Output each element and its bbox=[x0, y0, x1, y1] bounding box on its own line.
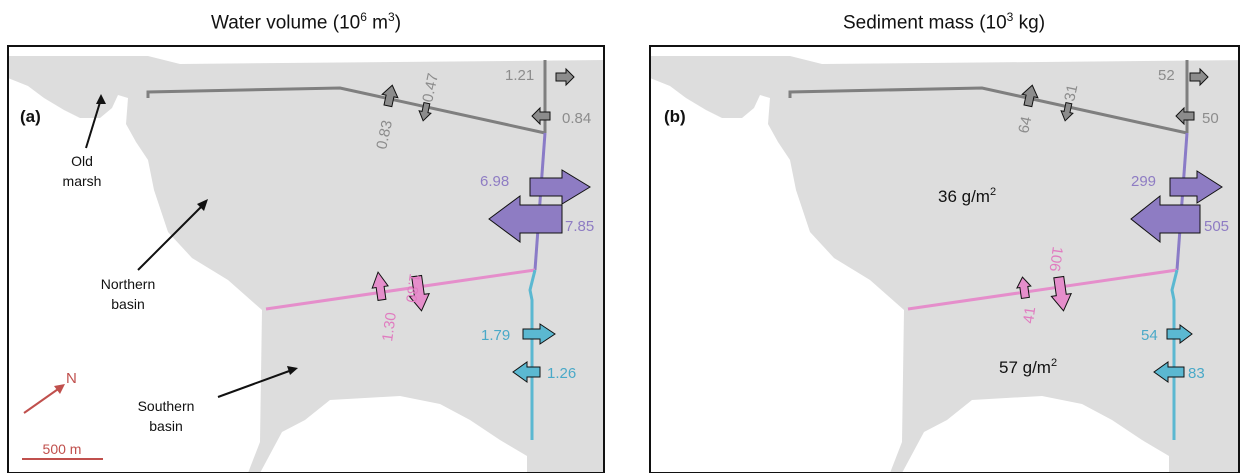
gray-west-label: 0.83 bbox=[373, 119, 396, 151]
blue-out-label: 54 bbox=[1141, 327, 1158, 344]
land-area bbox=[650, 56, 1239, 473]
purple-transect bbox=[1175, 132, 1189, 271]
gray-out-top-arrow bbox=[555, 67, 575, 87]
blue-out-arrow bbox=[1166, 324, 1193, 344]
pink-south-arrow bbox=[408, 274, 431, 312]
land-area bbox=[8, 56, 604, 473]
north-arrow-head-icon bbox=[54, 384, 65, 394]
gray-transect bbox=[146, 86, 546, 135]
north-label: N bbox=[66, 370, 77, 387]
gray-in-top-arrow bbox=[531, 106, 551, 126]
northern-basin-label-line2: basin bbox=[111, 296, 144, 312]
purple-out-arrow bbox=[529, 169, 591, 205]
blue-in-arrow bbox=[512, 361, 541, 383]
old-marsh-label-line2: marsh bbox=[63, 173, 102, 189]
gray-east-label: 31 bbox=[1061, 83, 1081, 103]
southern-basin-label-line2: basin bbox=[149, 418, 182, 434]
blue-in-label: 1.26 bbox=[547, 365, 576, 382]
panel-b-label: (b) bbox=[664, 107, 686, 126]
gray-east-arrow bbox=[418, 101, 432, 122]
panel-b-frame bbox=[649, 45, 1240, 473]
pink-transect bbox=[907, 268, 1178, 311]
pink-south-label: 106 bbox=[1046, 245, 1066, 272]
southern-density: 57 g/m2 bbox=[999, 357, 1057, 377]
scale-bar-label: 500 m bbox=[43, 441, 82, 457]
pink-south-arrow bbox=[1050, 275, 1073, 312]
gray-east-label: 0.47 bbox=[419, 72, 442, 104]
blue-in-label: 83 bbox=[1188, 365, 1205, 382]
northern-basin-label-line1: Northern bbox=[101, 276, 155, 292]
purple-in-arrow bbox=[1130, 194, 1201, 244]
southern-basin-label-line1: Southern bbox=[138, 398, 195, 414]
purple-out-label: 6.98 bbox=[480, 173, 509, 190]
panel-a-frame bbox=[7, 45, 605, 473]
southern-basin-pointer bbox=[217, 369, 293, 398]
pink-north-label: 41 bbox=[1020, 306, 1039, 325]
gray-out-top-arrow bbox=[1189, 67, 1209, 87]
gray-out-top-label: 52 bbox=[1158, 67, 1175, 84]
gray-in-top-label: 50 bbox=[1202, 110, 1219, 127]
gray-transect bbox=[788, 86, 1188, 135]
purple-in-arrow bbox=[488, 195, 563, 243]
pink-transect bbox=[265, 268, 536, 311]
pink-north-arrow bbox=[1016, 276, 1032, 300]
northern-basin-pointer-head bbox=[197, 199, 208, 211]
old-marsh-pointer bbox=[85, 98, 102, 149]
northern-basin-pointer bbox=[137, 203, 205, 271]
gray-west-label: 64 bbox=[1015, 115, 1035, 135]
north-arrow-icon bbox=[23, 386, 62, 414]
gray-west-arrow bbox=[1021, 84, 1039, 108]
southern-basin-pointer-head bbox=[287, 366, 298, 375]
blue-out-arrow bbox=[522, 323, 556, 345]
panel-b-title: Sediment mass (103 kg) bbox=[842, 10, 1046, 34]
pink-north-arrow bbox=[371, 271, 389, 301]
pink-north-label: 1.30 bbox=[379, 311, 400, 342]
blue-out-label: 1.79 bbox=[481, 327, 510, 344]
purple-out-label: 299 bbox=[1131, 173, 1156, 190]
pink-south-label: 1.80 bbox=[402, 272, 423, 303]
panel-a-title: Water volume (106 m3) bbox=[210, 10, 402, 34]
gray-out-top-label: 1.21 bbox=[505, 67, 534, 84]
panel-a-label: (a) bbox=[20, 107, 41, 126]
blue-in-arrow bbox=[1153, 361, 1185, 383]
panel-a: 1.21 0.84 0.83 0.47 6.98 7.85 1.30 1.80 … bbox=[7, 45, 605, 473]
purple-in-label: 505 bbox=[1204, 218, 1229, 235]
gray-in-top-arrow bbox=[1175, 106, 1195, 126]
old-marsh-label-line1: Old bbox=[71, 153, 93, 169]
gray-west-arrow bbox=[381, 84, 399, 108]
gray-east-arrow bbox=[1060, 101, 1074, 122]
purple-transect bbox=[533, 132, 547, 271]
northern-density: 36 g/m2 bbox=[938, 186, 996, 206]
old-marsh-pointer-head bbox=[96, 94, 106, 104]
purple-in-label: 7.85 bbox=[565, 218, 594, 235]
purple-out-arrow bbox=[1169, 170, 1223, 204]
panel-b: 52 50 64 31 299 505 41 106 54 83 (b) 36 … bbox=[649, 45, 1240, 473]
gray-in-top-label: 0.84 bbox=[562, 110, 591, 127]
